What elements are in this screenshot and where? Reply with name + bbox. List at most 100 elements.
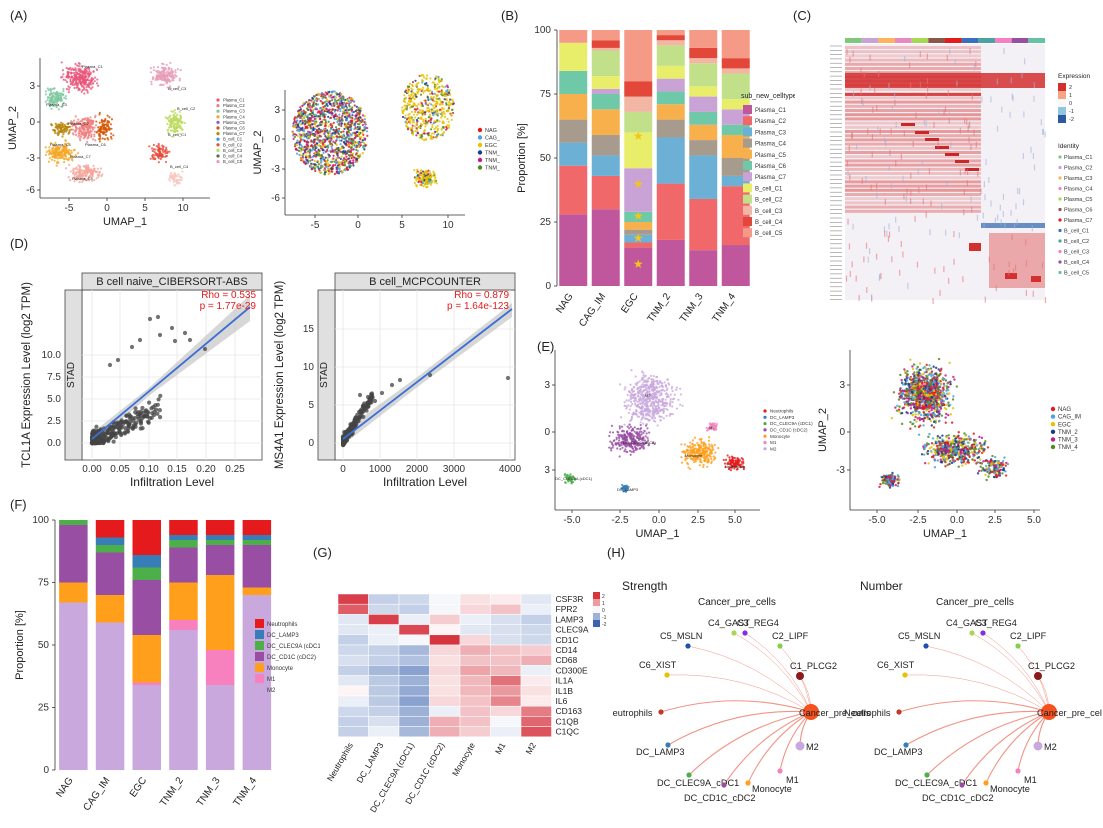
identity-bar-segment: [978, 38, 995, 43]
umap-point: [83, 169, 86, 173]
umap-point: [322, 107, 326, 110]
umap-point: [85, 86, 88, 89]
umap-point: [88, 176, 91, 179]
umap-point: [414, 175, 418, 179]
umap-point: [69, 122, 73, 125]
umap-point: [314, 143, 317, 146]
umap-point: [92, 164, 95, 167]
heatmap-speckle: [953, 231, 955, 238]
umap-point: [408, 116, 411, 119]
heatmap-speckle: [926, 53, 928, 60]
umap-point: [343, 127, 346, 131]
umap-point: [431, 97, 435, 100]
umap-point: [350, 133, 353, 136]
umap-point: [422, 118, 425, 121]
umap-a-left-axes: -5 0 5 1030-3-6UMAP_1UMAP_2Plasma_C5Plasma_…: [7, 58, 245, 228]
umap-point: [48, 146, 51, 149]
legend-swatch: [477, 142, 483, 148]
umap-point: [327, 163, 330, 167]
umap-point: [102, 120, 106, 123]
heatmap-speckle: [855, 143, 858, 150]
umap-point: [421, 172, 425, 175]
umap-point: [160, 147, 163, 150]
umap-point: [68, 157, 71, 160]
umap-point: [74, 71, 77, 74]
umap-point: [340, 101, 344, 104]
umap-point: [342, 134, 345, 137]
umap-point: [351, 108, 354, 111]
umap-point: [423, 183, 427, 186]
data-point: [104, 435, 109, 440]
umap-point: [418, 176, 421, 180]
umap-point: [348, 105, 351, 108]
umap-point: [420, 134, 423, 137]
umap-point: [80, 71, 83, 74]
umap-point: [66, 129, 69, 132]
panel-label-a: (A): [10, 8, 28, 23]
heatmap-speckle: [888, 82, 890, 89]
umap-point: [49, 103, 53, 106]
umap-point: [312, 127, 315, 130]
umap-point: [311, 167, 314, 171]
umap-point: [107, 120, 111, 123]
umap-point: [99, 167, 103, 170]
heatmap-speckle: [862, 99, 865, 106]
umap-point: [339, 102, 342, 105]
umap-point: [69, 80, 72, 83]
data-point: [369, 392, 374, 397]
umap-point: [166, 75, 169, 79]
umap-point: [327, 115, 330, 118]
data-point: [157, 407, 162, 413]
umap-point: [408, 103, 411, 106]
umap-point: [413, 169, 416, 172]
umap-point: [302, 101, 305, 105]
umap-point: [312, 103, 315, 106]
umap-point: [354, 126, 357, 129]
umap-point: [353, 100, 356, 103]
heatmap-speckle: [945, 229, 947, 236]
heatmap-stripe: [845, 109, 981, 112]
umap-point: [351, 141, 354, 145]
data-point: [92, 428, 98, 433]
umap-point: [421, 177, 424, 181]
umap-point: [344, 98, 347, 102]
legend-swatch: [477, 165, 483, 170]
data-point: [89, 440, 95, 446]
legend-label: Plasma_C6: [755, 164, 787, 170]
umap-point: [97, 84, 100, 87]
umap-point: [656, 424, 659, 427]
heatmap-speckle: [871, 133, 874, 140]
umap-point: [70, 76, 73, 79]
heatmap-speckle: [866, 287, 868, 294]
umap-point: [359, 116, 362, 119]
umap-point: [311, 158, 314, 162]
umap-point: [361, 141, 364, 144]
heatmap-speckle: [1024, 58, 1026, 65]
umap-point: [178, 79, 181, 82]
umap-point: [401, 111, 404, 114]
umap-point: [452, 102, 455, 105]
umap-point: [298, 121, 301, 124]
umap-point: [420, 102, 423, 105]
heatmap-speckle: [967, 125, 969, 132]
umap-point: [304, 120, 307, 123]
umap-point: [99, 125, 102, 128]
umap-point: [100, 127, 103, 130]
umap-point: [314, 113, 317, 116]
umap-point: [345, 155, 348, 158]
umap-point: [86, 67, 89, 70]
heatmap-speckle: [876, 192, 878, 199]
umap-point: [152, 69, 155, 72]
umap-point: [333, 132, 337, 135]
data-point: [187, 337, 193, 343]
umap-point: [299, 140, 302, 143]
umap-point: [170, 67, 173, 70]
legend-label: Plasma_C7: [223, 131, 245, 136]
color-scale-label: -2: [1069, 117, 1074, 123]
heatmap-speckle: [988, 177, 990, 184]
umap-point: [335, 139, 338, 142]
umap-point: [423, 89, 426, 93]
umap-point: [358, 126, 361, 129]
umap-point: [447, 103, 450, 106]
